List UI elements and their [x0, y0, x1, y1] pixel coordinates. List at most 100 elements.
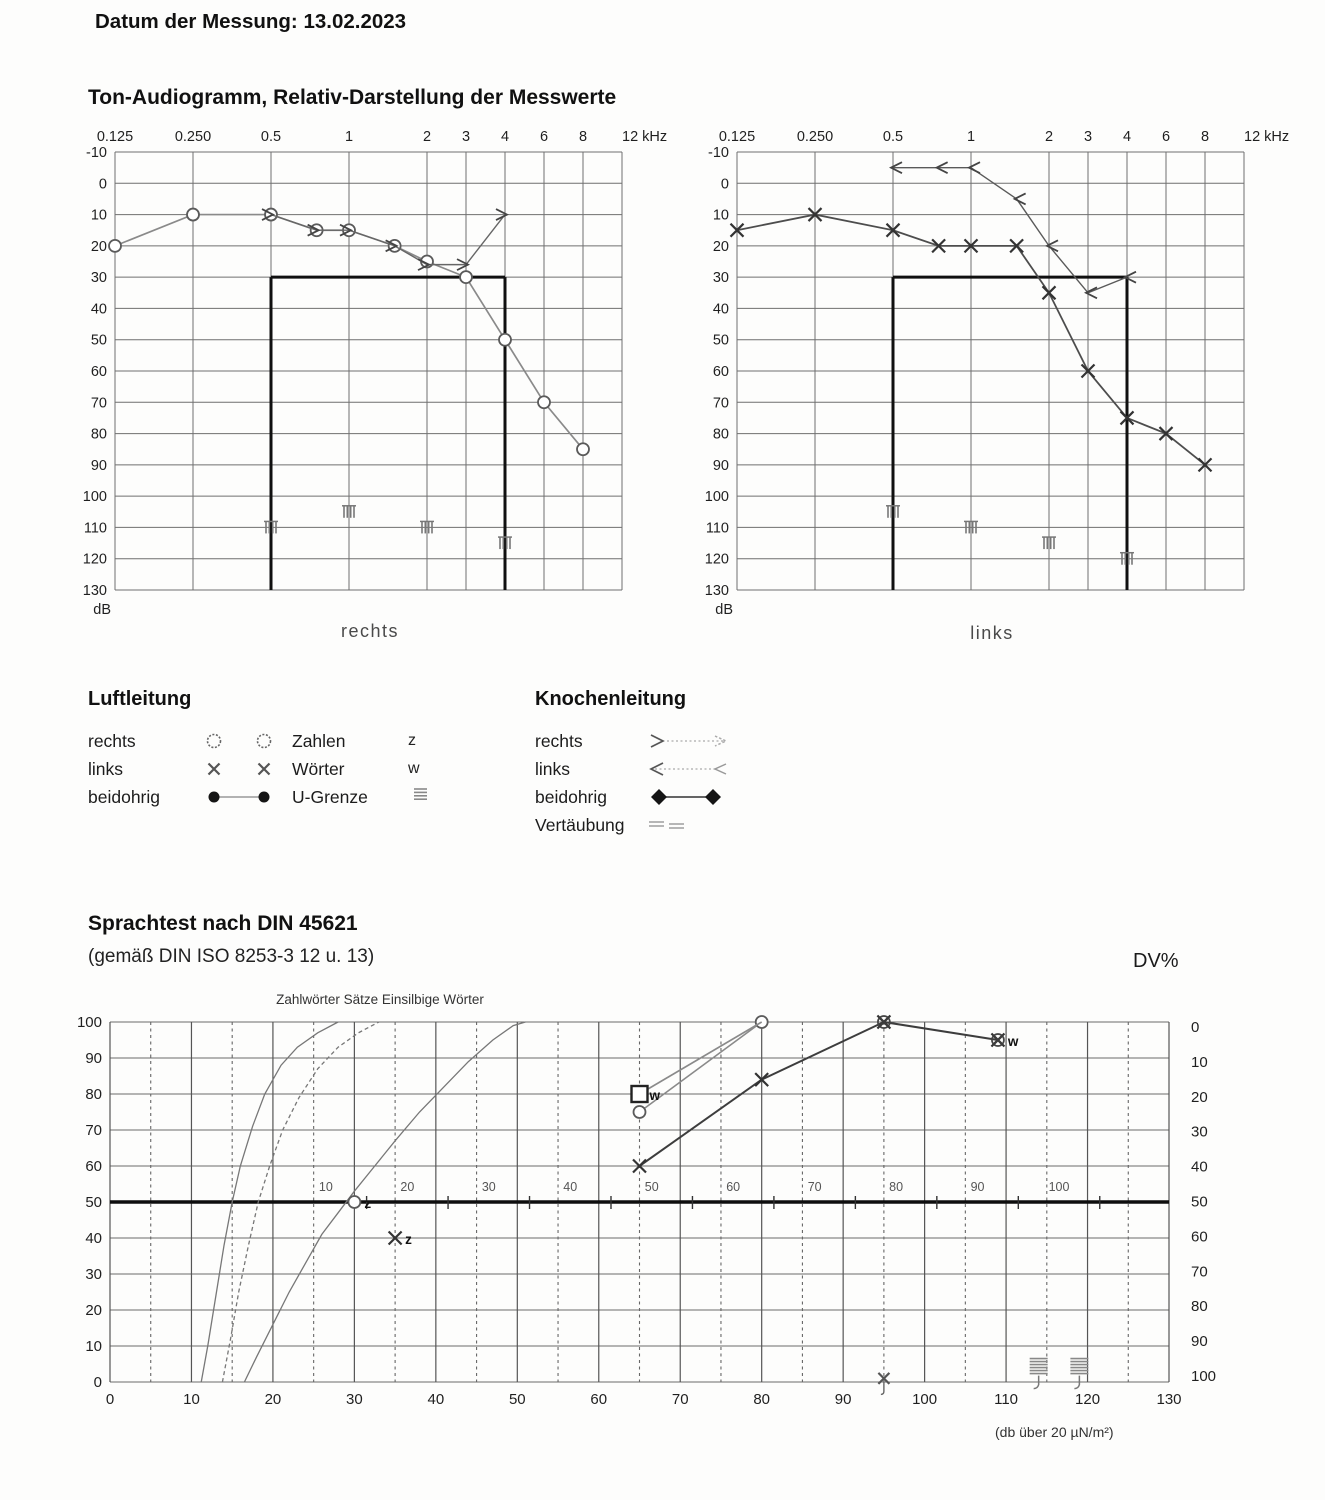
tick-label: 10 [713, 208, 729, 224]
x-marker [729, 222, 745, 238]
legend-label-links: links [535, 758, 571, 779]
tick-label: 0.5 [883, 129, 903, 145]
tick-label: 50 [645, 1180, 659, 1194]
tick-label: 0.125 [719, 129, 755, 145]
tick-label: 10 [91, 208, 107, 224]
tick-label: 40 [713, 301, 729, 317]
x-marker [885, 222, 901, 238]
tick-label: 50 [713, 333, 729, 349]
square-marker [630, 1084, 649, 1104]
legend-symbol-x-pair [207, 762, 271, 776]
legend-letter-w: w [408, 760, 420, 777]
tick-label: 70 [85, 1122, 102, 1139]
tick-label: 100 [1049, 1180, 1070, 1194]
arrow-left-marker [934, 161, 949, 174]
normal-curve-einsilbige-wörter [243, 1021, 526, 1383]
normal-curves-caption: Zahlwörter Sätze Einsilbige Wörter [276, 992, 484, 1007]
tone-audiogram-title: Ton-Audiogramm, Relativ-Darstellung der … [88, 86, 617, 109]
series-wörter-links-endpunkt: w [991, 1033, 1019, 1049]
tick-label: 10 [1191, 1054, 1208, 1071]
arrow-right-marker [307, 223, 321, 237]
normal-curve-sätze [221, 1021, 380, 1383]
x-marker [963, 238, 979, 254]
tick-label: 80 [85, 1086, 102, 1103]
tick-label: 30 [91, 270, 107, 286]
tick-label: 0 [106, 1391, 114, 1408]
series-markierung-95-db [877, 1015, 891, 1029]
series-zahlen/wörter-rechts-linie [632, 1015, 769, 1119]
circle-marker [576, 442, 590, 457]
legend-bone-row-beidohrig: beidohrig [535, 783, 741, 811]
tick-label: 70 [808, 1180, 822, 1194]
u-grenze-marker [1029, 1357, 1048, 1390]
tick-label: dB [715, 602, 733, 618]
tick-label: 10 [319, 1180, 333, 1194]
tick-label: 4 [1123, 129, 1131, 145]
tick-label: w [1007, 1034, 1019, 1049]
legend-label-Vertäubung: Vertäubung [535, 814, 625, 835]
arrow-left-marker [966, 161, 981, 174]
masking-marker [886, 505, 900, 518]
masking-marker [342, 505, 356, 518]
tick-label: 110 [994, 1391, 1018, 1408]
legend-luftleitung: Luftleitung rechts Zahlen z links Wörter w bei… [88, 688, 448, 811]
chart-caption-rechts: rechts [340, 621, 400, 641]
tick-label: 80 [753, 1391, 770, 1408]
tick-label: 110 [706, 520, 729, 536]
tick-label: 30 [346, 1391, 363, 1408]
spl-reference-note: (db über 20 µN/m²) [995, 1424, 1114, 1440]
tick-label: 80 [1191, 1298, 1208, 1315]
x-marker [207, 762, 221, 776]
dv-percent-label: DV% [1133, 950, 1179, 972]
tick-label: 90 [1191, 1333, 1208, 1350]
circle-marker [537, 395, 551, 410]
legend-label-rechts: rechts [88, 730, 136, 751]
tick-label: 60 [91, 364, 107, 380]
circle-marker [108, 238, 122, 253]
series-zahlen-rechts: z [347, 1195, 371, 1211]
tick-label: 90 [971, 1180, 985, 1194]
speech-test-title: Sprachtest nach DIN 45621 [88, 912, 358, 935]
tick-label: dB [93, 602, 111, 618]
legend-bone-row-rechts: rechts [535, 727, 741, 755]
tick-label: 12 kHz [1244, 129, 1289, 145]
series-u-grenze [1029, 1357, 1089, 1390]
tick-label: -10 [86, 145, 107, 161]
tick-label: 60 [726, 1180, 740, 1194]
tick-label: 0.250 [797, 129, 833, 145]
legend-symbol-diamond-line [651, 789, 721, 805]
series-vertäubung-rechts [264, 505, 512, 550]
legend-bone-row-Vertäubung: Vertäubung [535, 811, 741, 839]
tick-label: 20 [85, 1302, 102, 1319]
tick-label: 50 [509, 1391, 526, 1408]
circle-marker [459, 270, 473, 285]
masking-marker [264, 520, 278, 534]
tick-label: 50 [91, 333, 107, 349]
tick-label: 40 [91, 301, 107, 317]
series-wörter-rechts: w [630, 1021, 763, 1104]
arrow-right-marker [417, 258, 432, 271]
tick-label: 70 [713, 395, 729, 411]
masking-marker [498, 536, 512, 550]
x-marker [257, 762, 271, 776]
x-marker [992, 1034, 1004, 1046]
tick-label: 110 [84, 520, 107, 536]
tick-label: 2 [1045, 129, 1053, 145]
tick-label: 0 [721, 176, 729, 192]
tick-label: 0 [99, 176, 107, 192]
tick-label: 60 [713, 364, 729, 380]
tick-label: 100 [1191, 1368, 1216, 1385]
legend-label-rechts: rechts [535, 730, 583, 751]
tick-label: 70 [1191, 1263, 1208, 1280]
u-grenze-marker [1070, 1357, 1089, 1390]
series-knochenleitung-links [888, 161, 1137, 300]
tick-label: 90 [835, 1391, 852, 1408]
measurement-date: Datum der Messung: 13.02.2023 [95, 10, 407, 33]
x-marker [931, 238, 946, 254]
tick-label: 6 [1162, 129, 1170, 145]
tick-label: 30 [85, 1266, 102, 1283]
tick-label: 1 [345, 129, 353, 145]
legend-bone-title: Knochenleitung [535, 688, 687, 710]
tick-label: 60 [590, 1391, 607, 1408]
